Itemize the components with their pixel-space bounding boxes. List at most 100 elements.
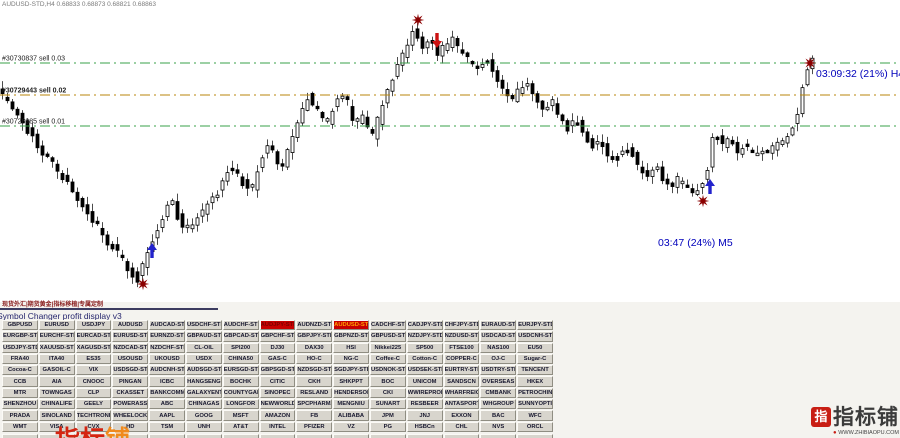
- symbol-button-GBPNZD-STD[interactable]: GBPNZD-STD: [333, 331, 369, 342]
- symbol-button-ABC[interactable]: ABC: [149, 399, 185, 410]
- symbol-button-GAS-C[interactable]: GAS-C: [259, 353, 296, 365]
- symbol-button-GBPCHF-STD[interactable]: GBPCHF-STD: [259, 331, 296, 342]
- symbol-button-GALAXYENT[interactable]: GALAXYENT: [185, 387, 222, 399]
- symbol-button-CLP[interactable]: CLP: [75, 387, 112, 399]
- symbol-button-CADCHF-STD[interactable]: CADCHF-STD: [369, 320, 406, 331]
- symbol-button-ES35[interactable]: ES35: [75, 353, 112, 365]
- symbol-button-WFC[interactable]: WFC: [517, 410, 553, 421]
- symbol-button-MTR[interactable]: MTR: [2, 387, 38, 399]
- symbol-button-PFIZER[interactable]: PFIZER: [296, 421, 333, 432]
- symbol-button-TOWNGAS[interactable]: TOWNGAS: [38, 387, 75, 399]
- symbol-button-GBPCAD-STD[interactable]: GBPCAD-STD: [222, 331, 259, 342]
- signal-star-icon[interactable]: [696, 194, 710, 208]
- symbol-button-BANKCOMM[interactable]: BANKCOMM: [149, 387, 185, 399]
- symbol-button-HENDERSON[interactable]: HENDERSON: [333, 387, 369, 399]
- symbol-button-AUDNZD-STD[interactable]: AUDNZD-STD: [296, 320, 333, 331]
- symbol-button-JNJ[interactable]: JNJ: [406, 410, 443, 421]
- signal-star-icon[interactable]: [411, 13, 425, 27]
- symbol-button-WMT[interactable]: WMT: [2, 421, 38, 432]
- symbol-button-OVERSEAS[interactable]: OVERSEAS: [480, 376, 517, 387]
- symbol-button-POWERASSET[interactable]: POWERASSET: [112, 399, 149, 410]
- symbol-button-NZDSGD-STD[interactable]: NZDSGD-STD: [296, 365, 333, 376]
- symbol-button-AUDUSD[interactable]: AUDUSD: [112, 320, 149, 331]
- symbol-button-WHARFREIC[interactable]: WHARFREIC: [443, 387, 480, 399]
- symbol-button-EURUSD[interactable]: EURUSD: [38, 320, 75, 331]
- symbol-button-AUDSGD-STD[interactable]: AUDSGD-STD: [185, 365, 222, 376]
- symbol-button-SUNART[interactable]: SUNART: [369, 399, 406, 410]
- symbol-button-SHKPPT[interactable]: SHKPPT: [333, 376, 369, 387]
- symbol-button-AMAZON[interactable]: AMAZON: [259, 410, 296, 421]
- symbol-button-stub[interactable]: [222, 434, 259, 438]
- symbol-button-HSBCn[interactable]: HSBCn: [406, 421, 443, 432]
- symbol-button-NZDUSD-STD[interactable]: NZDUSD-STD: [443, 331, 480, 342]
- symbol-button-stub[interactable]: [443, 434, 480, 438]
- symbol-button-SPCPHARMA[interactable]: SPCPHARMA: [296, 399, 333, 410]
- symbol-button-USDNOK-STD[interactable]: USDNOK-STD: [369, 365, 406, 376]
- symbol-button-AT&T[interactable]: AT&T: [222, 421, 259, 432]
- symbol-button-RESLAND[interactable]: RESLAND: [296, 387, 333, 399]
- symbol-button-INTEL[interactable]: INTEL: [259, 421, 296, 432]
- symbol-button-stub[interactable]: [406, 434, 443, 438]
- symbol-button-AUDUSD-STD[interactable]: AUDUSD-STD: [333, 320, 369, 331]
- symbol-button-CVX[interactable]: CVX: [75, 421, 112, 432]
- buy-arrow-icon[interactable]: [705, 179, 715, 194]
- symbol-button-EURTRY-STD[interactable]: EURTRY-STD: [443, 365, 480, 376]
- symbol-button-CKASSET[interactable]: CKASSET: [112, 387, 149, 399]
- symbol-button-NZDJPY-STD[interactable]: NZDJPY-STD: [406, 331, 443, 342]
- symbol-button-OJ-C[interactable]: OJ-C: [480, 353, 517, 365]
- symbol-button-SGDJPY-STD[interactable]: SGDJPY-STD: [333, 365, 369, 376]
- symbol-button-CNOOC[interactable]: CNOOC: [75, 376, 112, 387]
- signal-star-icon[interactable]: [136, 277, 150, 291]
- symbol-button-EURAUD-STD[interactable]: EURAUD-STD: [480, 320, 517, 331]
- symbol-button-HKEX[interactable]: HKEX: [517, 376, 553, 387]
- symbol-button-FTSE100[interactable]: FTSE100: [443, 342, 480, 353]
- symbol-button-AAPL[interactable]: AAPL: [149, 410, 185, 421]
- symbol-button-UKOUSD[interactable]: UKOUSD: [149, 353, 185, 365]
- symbol-button-EURCHF-STD[interactable]: EURCHF-STD: [38, 331, 75, 342]
- symbol-button-MSFT[interactable]: MSFT: [222, 410, 259, 421]
- symbol-button-CHFJPY-STD[interactable]: CHFJPY-STD: [443, 320, 480, 331]
- symbol-button-Sugar-C[interactable]: Sugar-C: [517, 353, 553, 365]
- symbol-button-DJ30[interactable]: DJ30: [259, 342, 296, 353]
- symbol-button-CHINA50[interactable]: CHINA50: [222, 353, 259, 365]
- symbol-button-RESBEER[interactable]: RESBEER: [406, 399, 443, 410]
- symbol-button-AUDCAD-STD[interactable]: AUDCAD-STD: [149, 320, 185, 331]
- symbol-button-EURUSD-STD[interactable]: EURUSD-STD: [112, 331, 149, 342]
- symbol-button-stub[interactable]: [296, 434, 333, 438]
- symbol-button-stub[interactable]: [112, 434, 149, 438]
- symbol-button-USDJPY[interactable]: USDJPY: [75, 320, 112, 331]
- symbol-button-PG[interactable]: PG: [369, 421, 406, 432]
- symbol-button-LONGFOR[interactable]: LONGFOR: [222, 399, 259, 410]
- symbol-button-USDCHF-STD[interactable]: USDCHF-STD: [185, 320, 222, 331]
- symbol-button-NZDCHF-STD[interactable]: NZDCHF-STD: [149, 342, 185, 353]
- symbol-button-ITA40[interactable]: ITA40: [38, 353, 75, 365]
- symbol-button-SPI200[interactable]: SPI200: [222, 342, 259, 353]
- symbol-button-FB[interactable]: FB: [296, 410, 333, 421]
- symbol-button-stub[interactable]: [75, 434, 112, 438]
- symbol-button-WHEELOCK[interactable]: WHEELOCK: [112, 410, 149, 421]
- symbol-button-EU50[interactable]: EU50: [517, 342, 553, 353]
- symbol-button-stub[interactable]: [369, 434, 406, 438]
- symbol-button-Nikkei225[interactable]: Nikkei225: [369, 342, 406, 353]
- symbol-button-XAUUSD-STD[interactable]: XAUUSD-STD: [38, 342, 75, 353]
- symbol-button-NEWWORLD[interactable]: NEWWORLD: [259, 399, 296, 410]
- symbol-button-EURSGD-STD[interactable]: EURSGD-STD: [222, 365, 259, 376]
- symbol-button-USDX[interactable]: USDX: [185, 353, 222, 365]
- symbol-button-ALIBABA[interactable]: ALIBABA: [333, 410, 369, 421]
- symbol-button-USDSEK-STD[interactable]: USDSEK-STD: [406, 365, 443, 376]
- symbol-button-TENCENT[interactable]: TENCENT: [517, 365, 553, 376]
- symbol-button-SINOPEC[interactable]: SINOPEC: [259, 387, 296, 399]
- symbol-button-XAGUSD-STD[interactable]: XAGUSD-STD: [75, 342, 112, 353]
- symbol-button-CHL[interactable]: CHL: [443, 421, 480, 432]
- symbol-button-ICBC[interactable]: ICBC: [149, 376, 185, 387]
- symbol-button-CL-OIL[interactable]: CL-OIL: [185, 342, 222, 353]
- price-chart[interactable]: #30730837 sell 0.03 #30729443 sell 0.02 #3…: [0, 0, 900, 302]
- symbol-button-CKH[interactable]: CKH: [296, 376, 333, 387]
- symbol-button-CMBANK[interactable]: CMBANK: [480, 387, 517, 399]
- symbol-button-TECHTRONIC[interactable]: TECHTRONIC: [75, 410, 112, 421]
- symbol-button-COPPER-C[interactable]: COPPER-C: [443, 353, 480, 365]
- symbol-button-SUNNYOPTIC[interactable]: SUNNYOPTIC: [517, 399, 553, 410]
- symbol-button-CKI[interactable]: CKI: [369, 387, 406, 399]
- symbol-button-UNICOM[interactable]: UNICOM: [406, 376, 443, 387]
- symbol-button-USDJPY-STD[interactable]: USDJPY-STD: [2, 342, 38, 353]
